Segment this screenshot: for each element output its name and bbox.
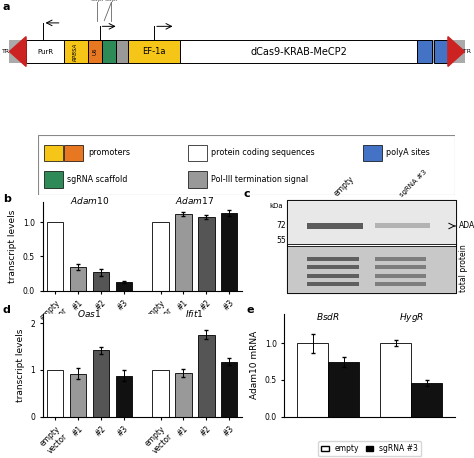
Text: SapI: SapI bbox=[105, 0, 118, 2]
Text: sgRNA #3: sgRNA #3 bbox=[399, 169, 428, 198]
Text: promoters: promoters bbox=[88, 148, 130, 158]
Bar bbox=[374, 223, 430, 229]
Bar bbox=[175, 373, 191, 417]
Bar bbox=[9, 40, 465, 63]
Bar bbox=[287, 200, 456, 244]
Text: a: a bbox=[2, 2, 10, 12]
Text: ADAM10: ADAM10 bbox=[459, 222, 474, 230]
Text: c: c bbox=[243, 189, 250, 199]
Bar bbox=[93, 350, 109, 417]
Bar bbox=[188, 145, 207, 161]
Bar bbox=[374, 257, 426, 261]
Bar bbox=[47, 222, 64, 291]
Y-axis label: Adam10 mRNA: Adam10 mRNA bbox=[250, 331, 259, 399]
Bar bbox=[152, 370, 169, 417]
Bar bbox=[116, 282, 132, 291]
Bar bbox=[47, 370, 64, 417]
Text: $\it{BsdR}$: $\it{BsdR}$ bbox=[316, 311, 340, 322]
Bar bbox=[70, 374, 86, 417]
Text: Pol-III termination signal: Pol-III termination signal bbox=[211, 175, 308, 184]
X-axis label: sgRNA sequences: sgRNA sequences bbox=[102, 335, 182, 344]
Bar bbox=[180, 40, 417, 63]
Text: d: d bbox=[3, 305, 11, 316]
Bar bbox=[307, 274, 359, 278]
Y-axis label: transcript levels: transcript levels bbox=[16, 328, 25, 402]
Polygon shape bbox=[9, 37, 26, 66]
Text: protein coding sequences: protein coding sequences bbox=[211, 148, 315, 158]
Bar bbox=[64, 145, 83, 161]
Text: $\it{Ifit1}$: $\it{Ifit1}$ bbox=[185, 308, 204, 319]
Text: e: e bbox=[247, 305, 255, 316]
Text: sgRNA scaffold: sgRNA scaffold bbox=[67, 175, 128, 184]
Text: 72: 72 bbox=[276, 222, 286, 230]
Text: PurR: PurR bbox=[37, 49, 53, 55]
Bar bbox=[128, 40, 180, 63]
Bar bbox=[374, 265, 426, 269]
Text: kDa: kDa bbox=[269, 203, 283, 209]
Bar bbox=[198, 217, 215, 291]
Bar bbox=[380, 343, 411, 417]
Polygon shape bbox=[448, 37, 465, 66]
Bar bbox=[26, 40, 64, 63]
Bar bbox=[307, 265, 359, 269]
Bar bbox=[188, 171, 207, 188]
Text: RPBSA: RPBSA bbox=[73, 43, 78, 60]
Bar bbox=[417, 40, 432, 63]
Text: ITR: ITR bbox=[462, 49, 472, 54]
Bar bbox=[307, 257, 359, 261]
Y-axis label: transcript levels: transcript levels bbox=[9, 209, 18, 283]
Bar bbox=[152, 222, 169, 291]
Bar bbox=[297, 343, 328, 417]
Text: $\it{HygR}$: $\it{HygR}$ bbox=[399, 311, 424, 324]
Bar bbox=[434, 40, 448, 63]
Bar bbox=[44, 171, 63, 188]
Text: $\it{Adam17}$: $\it{Adam17}$ bbox=[175, 195, 215, 206]
Bar bbox=[221, 361, 237, 417]
Bar bbox=[374, 282, 426, 286]
Bar bbox=[328, 362, 359, 417]
Bar bbox=[70, 267, 86, 291]
Bar bbox=[44, 145, 63, 161]
Bar bbox=[198, 335, 215, 417]
Bar bbox=[116, 376, 132, 417]
Bar bbox=[93, 272, 109, 291]
Text: $\it{Adam10}$: $\it{Adam10}$ bbox=[70, 195, 109, 206]
Text: SapI: SapI bbox=[91, 0, 104, 2]
Legend: empty, sgRNA #3: empty, sgRNA #3 bbox=[318, 441, 421, 456]
Bar bbox=[116, 40, 128, 63]
Bar bbox=[287, 246, 456, 294]
Text: TR: TR bbox=[2, 49, 10, 54]
Text: empty: empty bbox=[333, 175, 356, 198]
Text: EF-1a: EF-1a bbox=[142, 47, 166, 56]
Bar bbox=[175, 214, 191, 291]
Text: polyA sites: polyA sites bbox=[386, 148, 430, 158]
Bar bbox=[307, 282, 359, 286]
Text: total protein: total protein bbox=[459, 244, 468, 292]
Text: $\it{Oas1}$: $\it{Oas1}$ bbox=[77, 308, 102, 319]
Bar bbox=[374, 274, 426, 278]
Bar bbox=[411, 383, 442, 417]
Text: dCas9-KRAB-MeCP2: dCas9-KRAB-MeCP2 bbox=[250, 47, 347, 56]
Bar bbox=[102, 40, 116, 63]
Bar bbox=[64, 40, 88, 63]
Bar bbox=[88, 40, 102, 63]
Bar bbox=[307, 223, 363, 229]
Bar bbox=[363, 145, 382, 161]
Text: 55: 55 bbox=[276, 236, 286, 245]
Text: b: b bbox=[3, 194, 11, 204]
Text: U6: U6 bbox=[92, 48, 97, 55]
Bar bbox=[221, 213, 237, 291]
Bar bbox=[287, 200, 456, 294]
